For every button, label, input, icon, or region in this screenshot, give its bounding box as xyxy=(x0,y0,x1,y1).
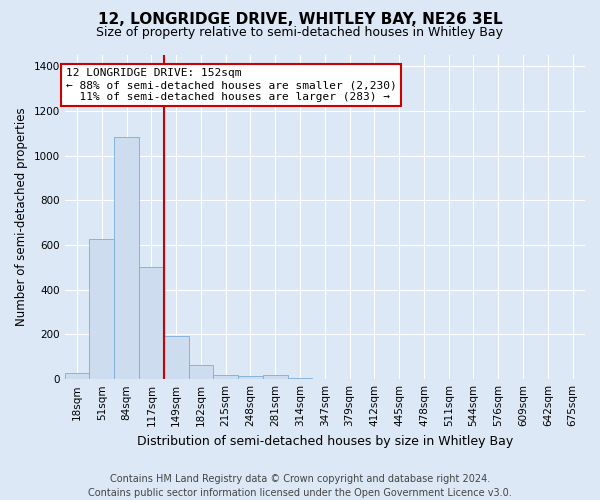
Y-axis label: Number of semi-detached properties: Number of semi-detached properties xyxy=(15,108,28,326)
Text: Size of property relative to semi-detached houses in Whitley Bay: Size of property relative to semi-detach… xyxy=(97,26,503,39)
Bar xyxy=(139,268,164,379)
Bar xyxy=(287,378,313,379)
Bar xyxy=(114,136,139,379)
Text: Contains HM Land Registry data © Crown copyright and database right 2024.
Contai: Contains HM Land Registry data © Crown c… xyxy=(88,474,512,498)
Bar xyxy=(89,240,114,379)
Text: 12 LONGRIDGE DRIVE: 152sqm
← 88% of semi-detached houses are smaller (2,230)
  1: 12 LONGRIDGE DRIVE: 152sqm ← 88% of semi… xyxy=(66,68,397,102)
Text: 12, LONGRIDGE DRIVE, WHITLEY BAY, NE26 3EL: 12, LONGRIDGE DRIVE, WHITLEY BAY, NE26 3… xyxy=(98,12,502,28)
Bar xyxy=(214,374,238,379)
Bar xyxy=(263,374,287,379)
X-axis label: Distribution of semi-detached houses by size in Whitley Bay: Distribution of semi-detached houses by … xyxy=(137,434,513,448)
Bar xyxy=(65,373,89,379)
Bar xyxy=(238,376,263,379)
Bar xyxy=(164,336,188,379)
Bar xyxy=(188,364,214,379)
